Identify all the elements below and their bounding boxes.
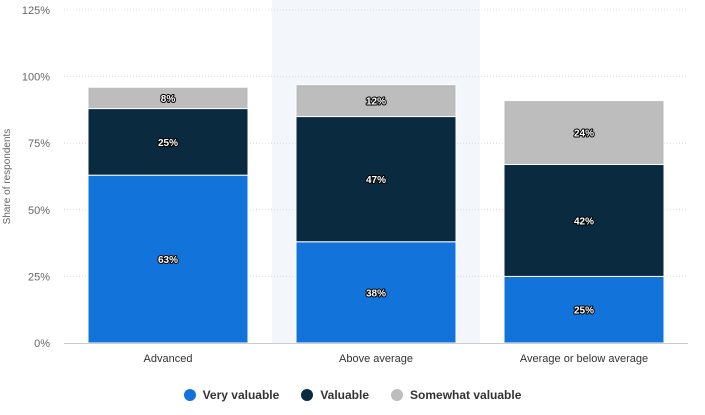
legend-item-valuable[interactable]: Valuable	[301, 388, 369, 402]
y-tick-label: 75%	[28, 138, 50, 150]
legend-marker	[183, 389, 196, 401]
y-tick-label: 50%	[28, 205, 50, 217]
y-tick-label: 25%	[28, 271, 50, 283]
legend-item-somewhat-valuable[interactable]: Somewhat valuable	[391, 388, 521, 402]
y-axis-ticks: 0% 25% 50% 75% 100% 125%	[22, 5, 50, 350]
legend: Very valuable Valuable Somewhat valuable	[0, 388, 705, 402]
data-label: 12%	[366, 97, 386, 108]
x-category-label: Advanced	[144, 353, 193, 365]
data-label: 8%	[161, 94, 176, 105]
data-label: 63%	[158, 255, 178, 266]
data-label: 25%	[158, 138, 178, 149]
data-label: 25%	[574, 306, 594, 317]
bar-segment[interactable]	[295, 84, 457, 118]
bars: 63% 25% 8% 38% 47% 12% 25% 42% 24%	[87, 84, 665, 344]
legend-label: Valuable	[320, 388, 370, 402]
stacked-bar-chart: 0% 25% 50% 75% 100% 125% Share of respondents…	[2, 0, 688, 365]
data-label: 24%	[574, 129, 594, 140]
data-label: 42%	[574, 216, 594, 227]
y-axis-label: Share of respondents	[2, 129, 13, 225]
legend-marker	[301, 389, 314, 401]
bar-segment[interactable]	[503, 100, 665, 166]
x-axis-categories: Advanced Above average Average or below av…	[144, 353, 649, 365]
bar-segment[interactable]	[87, 108, 249, 176]
bar-segment[interactable]	[87, 86, 249, 110]
bar-segment[interactable]	[503, 164, 665, 277]
legend-label: Very valuable	[202, 388, 280, 402]
legend-marker	[391, 389, 404, 401]
y-tick-label: 125%	[22, 5, 50, 17]
data-label: 38%	[366, 288, 386, 299]
x-category-label: Above average	[339, 353, 413, 365]
y-tick-label: 0%	[34, 338, 50, 350]
data-label: 47%	[366, 175, 386, 186]
legend-label: Somewhat valuable	[410, 388, 522, 402]
x-category-label: Average or below average	[520, 353, 648, 365]
y-tick-label: 100%	[22, 72, 50, 84]
bar-segment[interactable]	[503, 275, 665, 344]
legend-item-very-valuable[interactable]: Very valuable	[183, 388, 280, 402]
